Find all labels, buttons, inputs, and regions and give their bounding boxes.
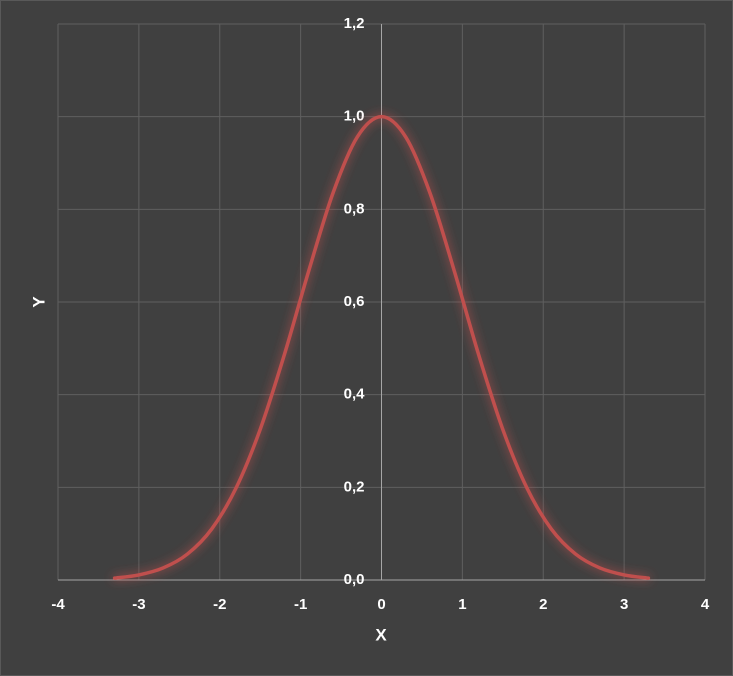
x-tick-label: -4 — [51, 596, 65, 613]
y-tick-label: 1,0 — [344, 108, 365, 125]
x-tick-label: 2 — [539, 596, 547, 613]
x-tick-label: -3 — [132, 596, 145, 613]
y-tick-label: 0,0 — [344, 571, 365, 588]
x-tick-label: 4 — [701, 596, 710, 613]
x-axis-title: X — [375, 625, 387, 644]
x-tick-label: -2 — [213, 596, 226, 613]
y-tick-label: 0,8 — [344, 200, 365, 217]
curve — [112, 114, 651, 580]
x-tick-label: 3 — [620, 596, 628, 613]
y-tick-label: 0,4 — [344, 386, 366, 403]
y-tick-label: 0,2 — [344, 478, 365, 495]
y-tick-label: 1,2 — [344, 15, 365, 32]
x-tick-label: 1 — [458, 596, 466, 613]
y-axis-title: Y — [29, 296, 48, 308]
y-tick-label: 0,6 — [344, 293, 365, 310]
x-tick-label: 0 — [377, 596, 385, 613]
x-tick-label: -1 — [294, 596, 307, 613]
